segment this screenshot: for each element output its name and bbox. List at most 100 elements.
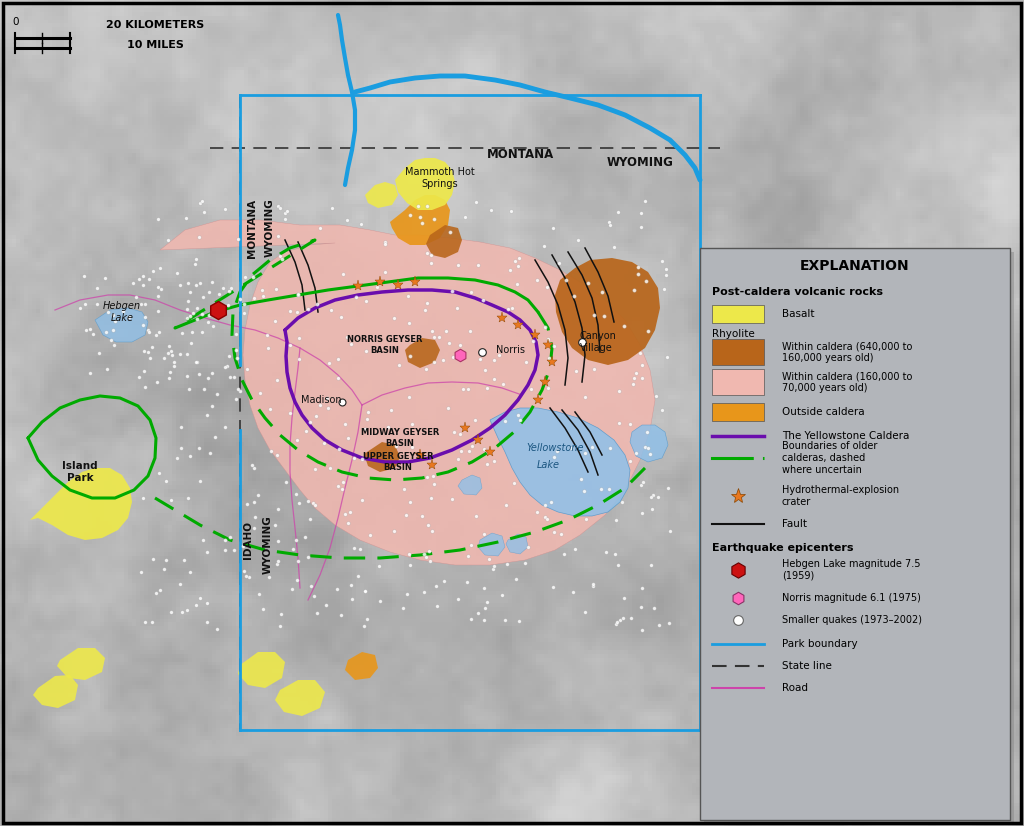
Point (637, 195, 653, 208)
Point (217, 544, 233, 557)
Point (211, 287, 227, 300)
Point (261, 570, 278, 583)
Point (306, 498, 323, 511)
Point (551, 256, 567, 269)
Point (329, 583, 345, 596)
Point (296, 530, 312, 544)
Point (273, 253, 290, 266)
Point (164, 348, 180, 361)
Point (141, 273, 158, 286)
Point (134, 491, 151, 505)
Point (219, 359, 236, 373)
Point (215, 281, 231, 294)
Point (506, 477, 522, 490)
Point (195, 308, 211, 321)
Point (227, 344, 244, 357)
Point (625, 377, 641, 391)
Point (85, 328, 101, 341)
Point (353, 217, 370, 230)
Point (334, 482, 350, 496)
Point (99, 306, 116, 319)
Point (302, 415, 318, 428)
Text: NORRIS GEYSER
BASIN: NORRIS GEYSER BASIN (347, 335, 423, 354)
Point (477, 363, 494, 376)
Point (229, 351, 246, 364)
Point (453, 444, 469, 458)
Text: Mammoth Hot
Springs: Mammoth Hot Springs (406, 167, 475, 189)
Point (400, 547, 417, 560)
Point (614, 612, 631, 625)
Point (511, 414, 527, 427)
Point (205, 320, 221, 333)
Point (640, 325, 656, 338)
Point (288, 488, 304, 501)
Point (400, 390, 417, 403)
Point (137, 380, 154, 393)
Point (190, 230, 207, 244)
Point (354, 494, 371, 507)
Point (282, 305, 298, 318)
Point (498, 499, 514, 512)
Point (333, 310, 349, 323)
Point (200, 371, 216, 384)
Text: Park boundary: Park boundary (782, 639, 858, 649)
Point (204, 400, 220, 413)
Point (188, 253, 205, 266)
Point (153, 282, 169, 295)
Point (623, 417, 639, 430)
Point (593, 482, 609, 496)
Point (166, 355, 182, 368)
Point (462, 325, 478, 338)
Point (150, 305, 166, 318)
Polygon shape (426, 225, 462, 258)
Point (357, 344, 374, 358)
Point (289, 573, 305, 586)
Point (424, 325, 440, 338)
Point (190, 368, 207, 381)
Bar (712, 339, 764, 365)
Point (510, 259, 526, 273)
Point (644, 488, 660, 501)
Point (284, 582, 300, 596)
Point (324, 202, 340, 215)
Point (272, 620, 289, 633)
Point (139, 345, 156, 358)
Polygon shape (395, 158, 455, 210)
Point (634, 624, 650, 637)
Point (345, 541, 361, 554)
Bar (700, 248, 1010, 820)
Point (152, 466, 168, 479)
Point (289, 433, 305, 446)
Point (188, 312, 205, 325)
Point (377, 235, 393, 248)
Point (643, 558, 659, 572)
Point (241, 571, 257, 584)
Point (573, 472, 590, 485)
Point (163, 605, 179, 619)
Point (425, 212, 441, 225)
Point (199, 596, 215, 610)
Point (490, 349, 507, 362)
Point (351, 543, 368, 556)
Point (568, 364, 585, 377)
Point (628, 447, 644, 460)
Point (272, 608, 289, 621)
Point (267, 315, 284, 328)
Point (229, 233, 246, 246)
Point (236, 565, 252, 578)
Point (136, 364, 153, 377)
Point (204, 367, 220, 380)
Point (426, 356, 442, 369)
Point (143, 615, 160, 629)
Point (267, 282, 284, 296)
Point (539, 513, 555, 526)
Point (421, 544, 437, 558)
Point (517, 356, 534, 369)
Point (452, 339, 468, 352)
Point (475, 528, 492, 541)
Point (601, 216, 617, 229)
Point (105, 339, 122, 352)
Point (422, 554, 438, 567)
Point (416, 585, 432, 598)
Point (528, 506, 545, 519)
